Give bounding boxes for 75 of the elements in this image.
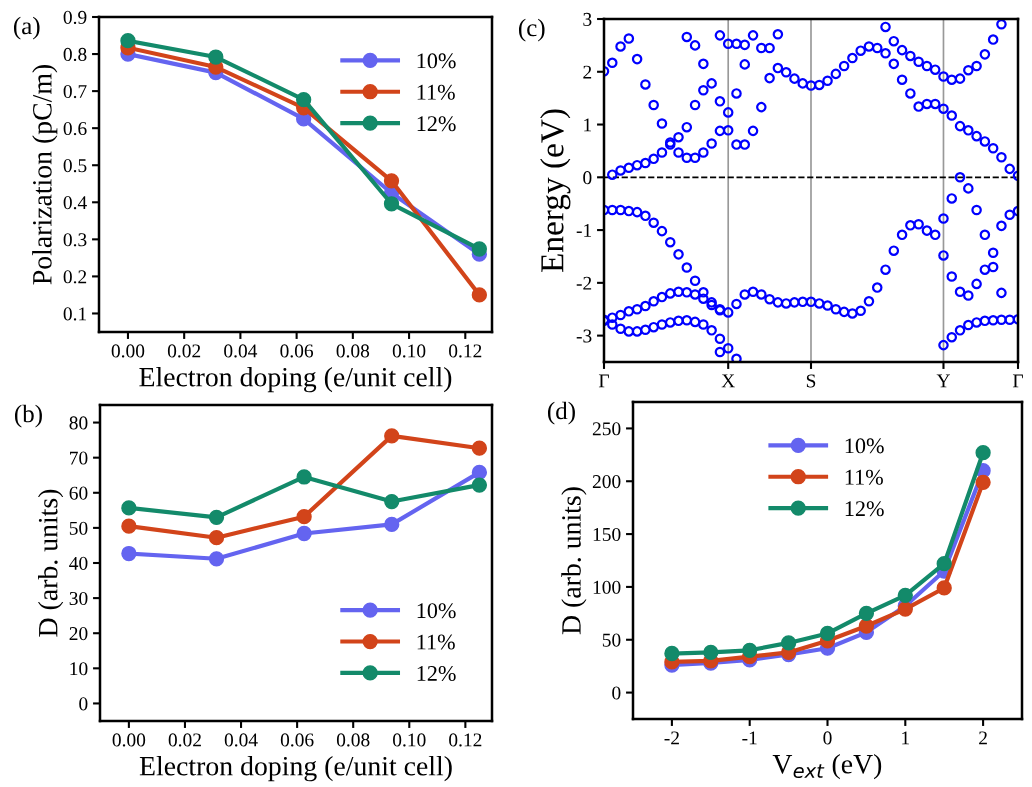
text: (c) [518,18,545,42]
y-tick-label: 3 [583,12,592,26]
y-tick-label: 1 [584,118,592,132]
x-axis-title: Electron doping (e/unit cell) [139,755,452,782]
x-tick-label: S [806,374,816,388]
x-tick-label: 0.08 [336,733,370,747]
x-tick-label: 0.06 [280,344,314,358]
y-tick-label: 0.5 [63,159,87,173]
y-tick-label: 0.7 [63,84,87,99]
x-tick-label: 0.00 [112,733,146,747]
text: (d) [547,401,575,425]
text: (a) [13,16,40,40]
y-tick-label: 50 [602,633,621,647]
y-tick-label: 250 [592,422,621,436]
x-tick-label: X [721,374,735,388]
legend-label: 11% [417,84,455,100]
x-tick-label: 0.06 [280,733,314,747]
y-tick-label: 20 [69,627,88,641]
legend-label: 10% [845,438,884,454]
legend-label: 12% [417,665,456,681]
x-axis-title: V$_{ext}$ (eV) [772,753,882,780]
y-axis-title: D (arb. units) [38,489,64,637]
y-tick-label: 70 [70,451,88,465]
y-tick-label: -2 [576,276,592,290]
legend-label: 11% [845,469,883,485]
y-tick-label: 30 [69,591,88,606]
y-tick-label: 200 [592,475,621,489]
y-tick-label: 0.1 [63,307,87,321]
y-tick-label: 0.9 [63,10,87,25]
y-axis-title: Energy (eV) [540,109,571,273]
legend-label: 10% [417,603,456,619]
text: (b) [14,404,42,428]
x-tick-label: 0.02 [168,733,201,747]
x-tick-label: 0.00 [111,344,145,358]
y-tick-label: 50 [69,521,88,535]
legend-label: 12% [845,501,884,517]
x-tick-label: 0.02 [167,344,201,358]
legend-label: 11% [417,634,455,650]
y-tick-label: 0.8 [63,47,87,62]
y-tick-label: 150 [593,527,621,542]
y-tick-label: 40 [69,556,88,570]
x-tick-label: 2 [979,731,987,745]
y-tick-label: 0.2 [63,270,87,284]
x-tick-label: 1 [902,731,909,745]
y-axis-title: D (arb. units) [561,487,587,635]
x-tick-label: Y [936,374,951,388]
y-tick-label: 10 [70,662,88,676]
y-tick-label: -1 [576,223,592,237]
y-axis-title: Polarization (pC/m) [32,65,58,285]
x-tick-label: 0.04 [224,344,258,358]
x-tick-label: 0.04 [224,733,258,747]
y-tick-label: 80 [69,416,88,430]
y-tick-label: -3 [576,329,592,343]
y-tick-label: 0.4 [63,196,87,210]
x-tick-label: -2 [664,731,679,745]
x-tick-label: 0.10 [392,344,426,358]
y-tick-label: 0.3 [63,233,87,247]
x-tick-label: Γ [1012,374,1023,388]
x-tick-label: -1 [742,731,757,745]
legend-label: 10% [417,53,456,69]
y-tick-label: 0 [583,171,592,185]
x-tick-label: 0.12 [449,733,482,747]
x-axis-title: Electron doping (e/unit cell) [139,366,452,393]
legend-label: 12% [417,116,456,132]
y-tick-label: 2 [583,65,592,79]
y-tick-label: 60 [69,486,88,500]
x-tick-label: 0 [823,731,832,745]
y-tick-label: 100 [593,580,621,594]
y-tick-label: 0 [79,697,88,711]
y-tick-label: 0.6 [63,121,87,136]
x-tick-label: Γ [598,374,609,388]
y-tick-label: 0 [612,686,621,700]
x-tick-label: 0.08 [336,344,370,358]
x-tick-label: 0.10 [393,733,426,747]
x-tick-label: 0.12 [449,344,482,358]
